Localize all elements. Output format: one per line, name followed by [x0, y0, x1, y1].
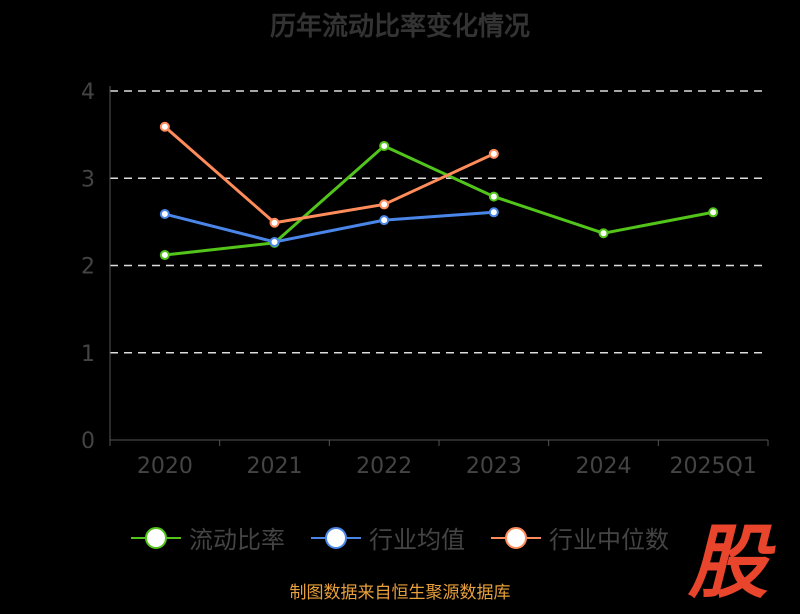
series-line-2: [163, 125, 495, 225]
legend-label: 流动比率: [189, 526, 285, 554]
data-point: [269, 217, 280, 228]
y-tick-label: 1: [81, 342, 95, 367]
x-tick-label: 2025Q1: [670, 454, 757, 479]
data-point: [488, 148, 499, 159]
x-tick-label: 2024: [576, 454, 632, 479]
y-tick-label: 4: [81, 80, 95, 105]
legend-marker-icon: [491, 526, 541, 549]
legend-marker-icon: [311, 526, 361, 549]
legend-marker-icon: [131, 526, 181, 549]
data-point: [159, 250, 170, 261]
data-point: [159, 209, 170, 220]
x-tick-label: 2020: [137, 454, 193, 479]
legend-item[interactable]: 流动比率: [131, 520, 285, 555]
y-tick-label: 3: [81, 167, 95, 192]
logo: 股: [688, 516, 768, 609]
data-point: [708, 207, 719, 218]
series-line-0: [164, 144, 714, 257]
data-point: [598, 228, 609, 239]
y-tick-label: 2: [81, 255, 95, 280]
data-point: [379, 140, 390, 151]
line-chart: 0 1 2 3 4 2020 2021 2022 2023 2024 2025Q1: [81, 80, 769, 479]
y-tick-label: 0: [81, 429, 95, 454]
data-point: [379, 215, 390, 226]
data-point: [159, 121, 170, 132]
legend: 流动比率 行业均值 行业中位数: [0, 520, 800, 555]
series-line-1: [164, 210, 494, 244]
data-point: [488, 207, 499, 218]
x-tick-label: 2023: [466, 454, 522, 479]
legend-label: 行业中位数: [549, 526, 669, 554]
legend-item[interactable]: 行业中位数: [491, 520, 669, 555]
data-point: [488, 191, 499, 202]
chart-title: 历年流动比率变化情况: [269, 12, 530, 42]
x-tick-label: 2022: [356, 454, 412, 479]
x-tick-label: 2021: [247, 454, 303, 479]
legend-label: 行业均值: [369, 526, 465, 554]
data-point: [269, 236, 280, 247]
legend-item[interactable]: 行业均值: [311, 520, 465, 555]
data-point: [379, 199, 390, 210]
source-footer: 制图数据来自恒生聚源数据库: [289, 583, 511, 603]
